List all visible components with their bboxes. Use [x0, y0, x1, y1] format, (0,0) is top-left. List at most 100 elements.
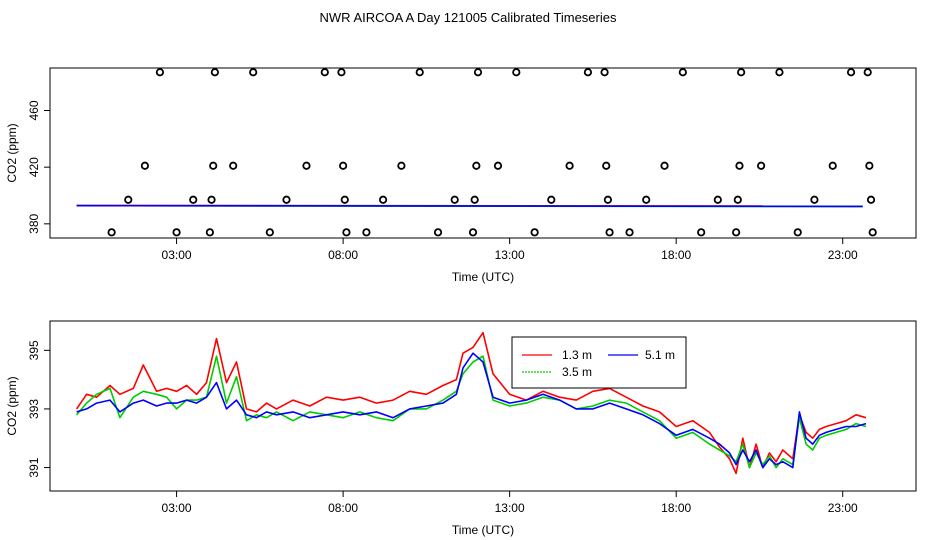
- legend-label-3-5m: 3.5 m: [562, 365, 592, 379]
- bottom-series-1-3-m: [75, 331, 867, 475]
- top-y-tick-label: 380: [27, 214, 41, 234]
- calibration-point: [337, 68, 346, 77]
- calibration-point: [210, 68, 219, 77]
- calibration-point: [605, 228, 614, 237]
- top-x-axis-label: Time (UTC): [452, 270, 514, 284]
- bottom-x-tick-label: 23:00: [828, 501, 858, 515]
- top-y-axis-label: CO2 (ppm): [5, 123, 19, 182]
- calibration-point: [265, 228, 274, 237]
- calibration-point: [642, 195, 651, 204]
- calibration-point: [493, 161, 503, 170]
- top-x-tick-label: 13:00: [495, 248, 525, 262]
- calibration-point: [433, 228, 443, 237]
- calibration-point: [732, 228, 741, 237]
- bottom-y-tick-label: 391: [27, 457, 41, 477]
- bottom-plot-frame: [49, 320, 917, 492]
- calibration-point: [249, 68, 258, 77]
- calibration-point: [602, 161, 611, 170]
- top-x-tick-label: 08:00: [328, 248, 358, 262]
- calibration-point: [828, 161, 837, 170]
- calibration-point: [565, 161, 574, 170]
- bottom-x-tick-label: 18:00: [661, 501, 691, 515]
- calibration-point: [810, 195, 819, 204]
- bottom-x-tick-label: 08:00: [328, 501, 358, 515]
- calibration-point: [107, 228, 116, 237]
- top-x-tick-label: 18:00: [661, 248, 691, 262]
- calibration-point: [697, 228, 706, 237]
- calibration-point: [140, 161, 150, 170]
- calibration-point: [189, 195, 198, 204]
- bottom-series-3-5-m: [75, 355, 867, 469]
- calibration-point: [229, 161, 238, 170]
- bottom-series-lines: [75, 331, 867, 475]
- calibration-point: [737, 68, 746, 77]
- bottom-x-axis-label: Time (UTC): [452, 523, 514, 537]
- bottom-y-axis-label: CO2 (ppm): [5, 376, 19, 435]
- calibration-point: [678, 68, 687, 77]
- legend-box: [511, 336, 687, 389]
- calibration-point: [470, 195, 479, 204]
- calibration-point: [473, 68, 483, 77]
- bottom-x-axis: 03:00 08:00 13:00 18:00 23:00: [162, 491, 858, 515]
- calibration-point: [757, 161, 766, 170]
- figure-title: NWR AIRCOA A Day 121005 Calibrated Times…: [320, 10, 617, 25]
- top-x-tick-label: 23:00: [828, 248, 858, 262]
- top-y-tick-label: 460: [27, 100, 41, 120]
- top-x-tick-label: 03:00: [162, 248, 192, 262]
- calibration-point: [733, 195, 742, 204]
- calibration-point: [775, 68, 784, 77]
- bottom-y-tick-label: 393: [27, 399, 41, 419]
- calibration-point: [450, 195, 459, 204]
- top-plot-frame: [49, 67, 917, 239]
- calibration-point: [282, 195, 291, 204]
- legend-label-1-3m: 1.3 m: [562, 348, 592, 362]
- calibration-point: [600, 68, 609, 77]
- top-y-tick-label: 420: [27, 157, 41, 177]
- calibration-point: [339, 161, 348, 170]
- top-x-axis: 03:00 08:00 13:00 18:00 23:00: [162, 238, 858, 262]
- top-calibration-points: [107, 68, 877, 237]
- calibration-point: [209, 161, 218, 170]
- top-y-axis: 380 420 460: [27, 100, 50, 234]
- calibration-point: [342, 228, 351, 237]
- calibration-point: [863, 68, 872, 77]
- calibration-point: [868, 228, 877, 237]
- calibration-point: [124, 195, 133, 204]
- legend-label-5-1m: 5.1 m: [645, 348, 675, 362]
- calibration-point: [660, 161, 669, 170]
- calibration-point: [378, 195, 388, 204]
- calibration-point: [172, 228, 181, 237]
- calibration-point: [625, 228, 634, 237]
- calibration-point: [793, 228, 802, 237]
- calibration-point: [155, 68, 165, 77]
- calibration-point: [866, 195, 876, 204]
- calibration-point: [865, 161, 874, 170]
- calibration-point: [468, 228, 478, 237]
- calibration-point: [340, 195, 349, 204]
- calibration-point: [547, 195, 556, 204]
- bottom-x-tick-label: 13:00: [495, 501, 525, 515]
- bottom-series-5-1-m: [76, 352, 867, 469]
- bottom-y-tick-label: 395: [27, 340, 41, 360]
- calibration-point: [735, 161, 744, 170]
- calibration-point: [846, 68, 856, 77]
- calibration-point: [397, 161, 406, 170]
- top-series-5-1-m: [76, 204, 863, 208]
- calibration-point: [472, 161, 481, 170]
- calibration-point: [302, 161, 311, 170]
- calibration-point: [512, 68, 521, 77]
- calibration-point: [603, 195, 613, 204]
- calibration-point: [415, 68, 424, 77]
- legend: 1.3 m 5.1 m 3.5 m: [511, 336, 687, 389]
- calibration-point: [713, 195, 722, 204]
- calibration-point: [362, 228, 371, 237]
- calibration-point: [530, 228, 539, 237]
- bottom-panel: 03:00 08:00 13:00 18:00 23:00 391 393 395 Time…: [5, 320, 917, 537]
- calibration-point: [207, 195, 216, 204]
- calibration-point: [320, 68, 329, 77]
- calibration-point: [205, 228, 214, 237]
- bottom-y-axis: 391 393 395: [27, 340, 50, 478]
- calibration-point: [583, 68, 593, 77]
- top-series-lines: [76, 204, 863, 208]
